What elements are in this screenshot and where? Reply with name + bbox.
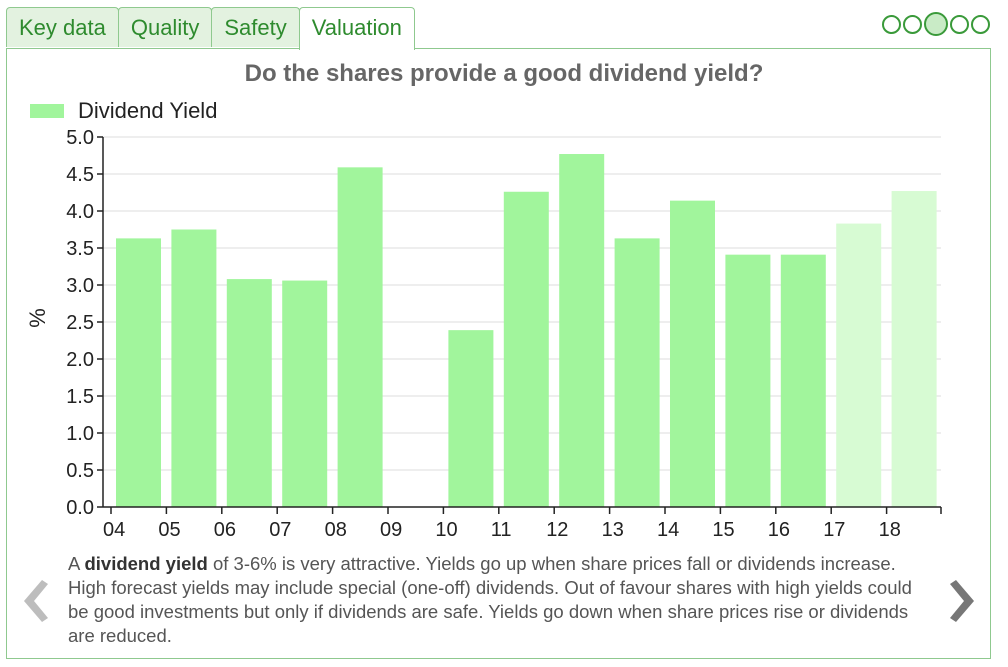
bar	[171, 229, 217, 507]
bar	[614, 238, 660, 507]
x-tick-label: 06	[214, 519, 236, 541]
bar	[116, 238, 161, 507]
chart-legend: Dividend Yield	[30, 98, 217, 124]
bar	[780, 254, 826, 507]
x-ticks: 04 05 06 07 08 09 10 11 12 13 14 15 16 17 18	[103, 507, 942, 541]
tab-key-data[interactable]: Key data	[6, 7, 119, 47]
description-rest: of 3-6% is very attractive. Yields go up…	[68, 553, 912, 646]
tab-bar: Key data Quality Safety Valuation	[6, 7, 415, 50]
page-dot-3[interactable]	[924, 12, 948, 36]
description-text: A dividend yield of 3-6% is very attract…	[68, 552, 928, 648]
bar	[448, 330, 494, 507]
y-tick-label: 0.5	[66, 460, 94, 482]
x-tick-label: 13	[602, 519, 624, 541]
x-tick-label: 04	[103, 519, 125, 541]
x-tick-label: 17	[823, 519, 845, 541]
legend-swatch	[30, 104, 64, 118]
chart-title: Do the shares provide a good dividend yi…	[244, 60, 764, 87]
bars	[116, 154, 937, 507]
x-tick-label: 07	[269, 519, 291, 541]
page-dot-5[interactable]	[971, 14, 990, 34]
content-panel	[6, 48, 991, 659]
x-tick-label: 16	[768, 519, 790, 541]
y-tick-label: 4.5	[66, 164, 94, 186]
x-tick-label: 09	[380, 519, 402, 541]
page-dot-1[interactable]	[882, 14, 901, 34]
y-tick-label: 4.0	[66, 201, 94, 223]
y-tick-label: 1.0	[66, 423, 94, 445]
y-tick-label: 3.0	[66, 275, 94, 297]
x-tick-label: 10	[435, 519, 457, 541]
y-tick-label: 2.5	[66, 312, 94, 334]
bar	[725, 254, 771, 507]
x-tick-label: 15	[712, 519, 734, 541]
bar	[282, 280, 328, 507]
y-tick-label: 2.0	[66, 349, 94, 371]
chevron-right-icon[interactable]	[946, 580, 976, 622]
y-tick-label: 5.0	[66, 127, 94, 149]
y-ticks: 0.0 0.5 1.0 1.5 2.0 2.5 3.0 3.5 4.0 4.5 5.0	[66, 127, 103, 519]
page-dot-2[interactable]	[903, 14, 922, 34]
tab-valuation[interactable]: Valuation	[298, 7, 415, 50]
chevron-left-icon[interactable]	[22, 580, 52, 622]
bar	[670, 200, 715, 507]
x-tick-label: 11	[491, 519, 512, 541]
x-tick-label: 18	[879, 519, 901, 541]
bar	[226, 279, 272, 507]
description-bold: dividend yield	[84, 553, 208, 574]
page-indicator	[882, 12, 990, 36]
y-tick-label: 0.0	[66, 497, 94, 519]
x-tick-label: 08	[325, 519, 347, 541]
x-tick-label: 05	[158, 519, 180, 541]
y-tick-label: 1.5	[66, 386, 94, 408]
legend-label: Dividend Yield	[78, 98, 218, 123]
description-prefix: A	[68, 553, 85, 574]
bar	[891, 191, 937, 507]
bar	[503, 191, 549, 507]
y-tick-label: 3.5	[66, 238, 94, 260]
bar	[836, 223, 882, 507]
x-tick-label: 12	[546, 519, 568, 541]
tab-quality[interactable]: Quality	[117, 7, 213, 47]
x-tick-label: 14	[657, 519, 679, 541]
bar	[559, 154, 605, 507]
page-dot-4[interactable]	[950, 14, 969, 34]
bar	[337, 167, 383, 507]
